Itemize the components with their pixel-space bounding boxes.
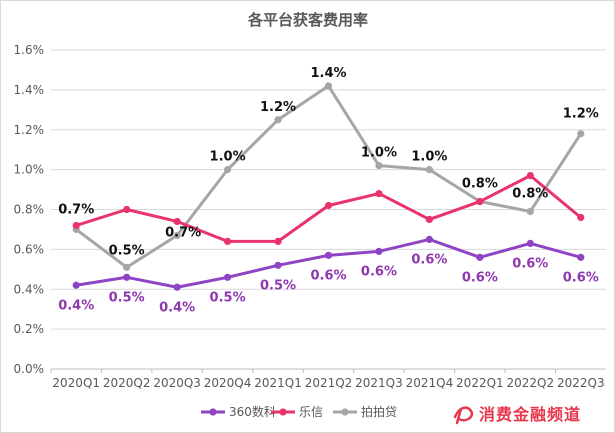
data-label: 0.5%	[210, 290, 246, 305]
series-line	[74, 84, 583, 269]
x-tick-label: 2020Q2	[103, 376, 151, 390]
brand-name: 消费金融频道	[479, 405, 581, 424]
data-label: 0.8%	[462, 177, 498, 192]
data-point	[577, 130, 585, 138]
data-point	[425, 215, 434, 224]
x-tick-label: 2022Q3	[557, 376, 605, 390]
data-label: 0.4%	[159, 300, 195, 315]
data-point	[274, 237, 282, 245]
data-label: 0.6%	[361, 264, 397, 279]
legend-item: 拍拍贷	[333, 404, 397, 419]
data-label: 0.8%	[512, 186, 548, 201]
x-tick-label: 2021Q1	[254, 376, 302, 390]
chart-title: 各平台获客费用率	[247, 11, 368, 29]
series-1	[72, 172, 585, 245]
data-point	[173, 217, 181, 226]
data-point	[123, 263, 131, 271]
brand-watermark: 消费金融频道	[453, 405, 581, 425]
x-tick-label: 2020Q4	[204, 376, 252, 390]
data-point	[274, 116, 282, 124]
data-label: 1.2%	[260, 100, 296, 115]
data-point	[375, 189, 383, 198]
x-tick-label: 2022Q1	[456, 376, 504, 390]
data-label: 0.5%	[109, 290, 145, 305]
data-label: 0.6%	[411, 252, 447, 267]
x-tick-label: 2021Q3	[355, 376, 403, 390]
data-point	[476, 253, 484, 261]
data-point	[526, 239, 534, 247]
legend-item: 360数科	[201, 404, 276, 419]
legend-label: 乐信	[299, 405, 323, 419]
data-point	[324, 82, 333, 90]
legend-marker-icon	[341, 408, 349, 416]
y-tick-label: 1.2%	[14, 123, 45, 137]
data-label: 0.6%	[563, 270, 599, 285]
data-label: 0.6%	[512, 256, 548, 271]
data-point	[72, 281, 80, 289]
data-point	[324, 251, 333, 259]
data-label: 0.4%	[58, 298, 94, 313]
data-point	[223, 273, 232, 281]
data-point	[526, 172, 534, 180]
legend-item: 乐信	[271, 405, 323, 419]
series-layer	[72, 82, 585, 291]
data-point	[123, 273, 131, 281]
data-point	[375, 162, 383, 170]
y-tick-label: 1.6%	[14, 43, 45, 57]
data-label: 0.5%	[109, 243, 145, 258]
data-label: 0.7%	[58, 202, 94, 217]
data-point	[223, 237, 232, 245]
y-tick-label: 0.2%	[14, 322, 45, 336]
y-tick-label: 0.8%	[14, 203, 45, 217]
data-label: 1.0%	[361, 146, 397, 161]
x-tick-label: 2020Q3	[153, 376, 201, 390]
x-tick-label: 2021Q4	[406, 376, 454, 390]
data-point	[476, 197, 484, 206]
data-label: 0.6%	[310, 268, 346, 283]
y-tick-label: 0.4%	[14, 282, 45, 296]
data-label: 1.0%	[411, 150, 447, 165]
y-tick-label: 1.4%	[14, 83, 45, 97]
brand-logo-icon	[453, 406, 474, 425]
data-point	[72, 221, 80, 230]
data-label: 0.7%	[165, 225, 201, 240]
data-label: 1.4%	[310, 66, 346, 81]
data-point	[425, 235, 434, 244]
data-labels: 0.7% 0.5% 0.7% 1.0% 1.2% 1.4% 1.0% 1.0% 0.8% 0.8%…	[58, 66, 599, 315]
x-tick-label: 2021Q2	[305, 376, 353, 390]
legend-marker-icon	[279, 408, 287, 416]
x-axis: 2020Q1 2020Q2 2020Q3 2020Q4 2021Q1 2021Q2 2021…	[50, 369, 605, 390]
series-0	[72, 235, 585, 291]
y-tick-label: 0.0%	[14, 362, 45, 376]
y-axis: 0.0% 0.2% 0.4% 0.6% 0.8% 1.0% 1.2% 1.4% 1.6%	[14, 43, 45, 376]
grid-layer	[51, 49, 606, 370]
data-point	[324, 201, 333, 210]
data-label: 1.2%	[563, 107, 599, 122]
data-point	[173, 283, 181, 291]
data-point	[375, 247, 383, 255]
data-point	[223, 166, 232, 174]
legend-marker-icon	[209, 408, 217, 416]
legend-label: 拍拍贷	[361, 404, 397, 419]
data-point	[274, 261, 282, 269]
data-point	[123, 205, 131, 214]
y-tick-label: 0.6%	[14, 242, 45, 256]
data-point	[173, 231, 181, 240]
series-2	[72, 82, 585, 271]
legend: 360数科 乐信 拍拍贷	[201, 404, 397, 419]
y-tick-label: 1.0%	[14, 163, 45, 177]
data-point	[577, 253, 585, 261]
data-label: 0.5%	[260, 278, 296, 293]
data-label: 1.0%	[210, 150, 246, 165]
data-point	[425, 166, 434, 174]
data-point	[526, 207, 534, 216]
x-tick-label: 2020Q1	[52, 376, 100, 390]
legend-label: 360数科	[229, 404, 276, 419]
data-point	[577, 213, 585, 222]
data-label: 0.6%	[462, 270, 498, 285]
x-tick-label: 2022Q2	[507, 376, 555, 390]
